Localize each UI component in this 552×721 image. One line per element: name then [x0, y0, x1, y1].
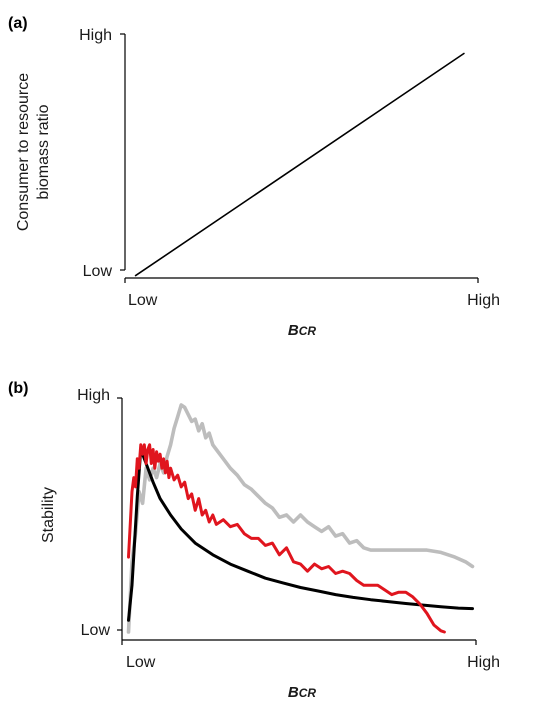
- panel-b-xlabel-sub: CR: [299, 686, 317, 700]
- panel-b-label: (b): [8, 380, 28, 397]
- panel-a-label: (a): [8, 15, 28, 32]
- panel-b-plot: [126, 403, 475, 634]
- panel-a-xlabel-sub: CR: [299, 324, 317, 338]
- panel-b-ylabel: Stability: [40, 487, 57, 543]
- panel-b-red-line: [127, 443, 446, 634]
- panel-b-black-line: [127, 448, 474, 622]
- panel-a-ylabel-line1: Consumer to resource: [15, 73, 32, 231]
- panel-a-y-tick-label-low: Low: [83, 263, 113, 280]
- panel-b-x-tick-label-high: High: [467, 654, 500, 671]
- panel-b-x-tick-label-low: Low: [126, 654, 156, 671]
- panel-b-grey-line: [126, 403, 475, 634]
- panel-b-xlabel-main: B: [288, 684, 299, 701]
- panel-b: (b) Stability High Low Low High BCR: [8, 380, 500, 701]
- panel-a-x-tick-label-high: High: [467, 292, 500, 309]
- panel-b-y-tick-label-high: High: [77, 387, 110, 404]
- panel-a-xlabel: BCR: [288, 322, 317, 339]
- panel-a: (a) Consumer to resource biomass ratio H…: [8, 15, 500, 339]
- panel-a-plot: [134, 52, 465, 277]
- panel-a-line: [134, 52, 465, 277]
- panel-a-ylabel-line2: biomass ratio: [35, 104, 52, 199]
- panel-a-y-tick-label-high: High: [79, 27, 112, 44]
- panel-b-xlabel: BCR: [288, 684, 317, 701]
- panel-a-xlabel-main: B: [288, 322, 299, 339]
- panel-b-y-tick-label-low: Low: [81, 622, 111, 639]
- panel-a-x-tick-label-low: Low: [128, 292, 158, 309]
